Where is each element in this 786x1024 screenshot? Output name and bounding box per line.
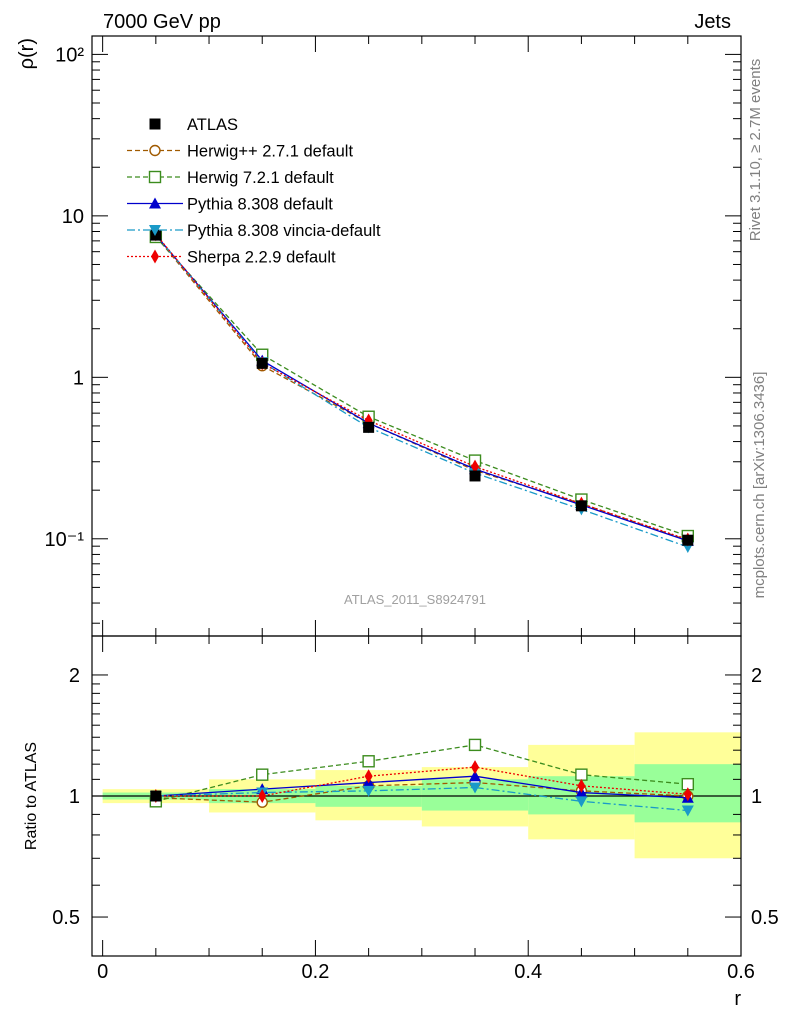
ratio-point-sherpa-2-2-9-default-5 xyxy=(683,787,692,802)
legend-entry-atlas: ATLAS xyxy=(149,116,238,134)
x-axis-label: r xyxy=(734,988,741,1010)
ratio-line-pythia-8-308-vincia-default xyxy=(155,786,688,812)
data-point-atlas-4 xyxy=(575,500,587,512)
data-point-atlas-2 xyxy=(363,421,375,433)
legend-marker-herwig-2-7-1-default xyxy=(149,144,161,157)
series-herwig-2-7-1-default xyxy=(150,230,694,546)
ratio-point-sherpa-2-2-9-default-1 xyxy=(258,789,267,803)
x-tick-label: 0 xyxy=(97,961,108,983)
legend-marker-herwig-7-2-1-default xyxy=(148,170,162,184)
series-line-sherpa-2-2-9-default xyxy=(155,233,689,541)
ratio-plot-panel: 0 0.2 0.4 0.6 0.5 0.5 1 1 2 2 Ratio to ATLAS r xyxy=(23,635,779,1010)
legend-label-atlas: ATLAS xyxy=(187,116,238,134)
legend-entry-pythia-8-308-default: Pythia 8.308 default xyxy=(127,196,333,214)
data-point-atlas-3 xyxy=(469,470,481,482)
legend-marker-pythia-8-308-default xyxy=(149,197,161,209)
ratio-series-herwig-7-2-1-default xyxy=(149,738,695,808)
legend-entry-sherpa-2-2-9-default: Sherpa 2.2.9 default xyxy=(127,249,336,267)
legend-label-sherpa-2-2-9-default: Sherpa 2.2.9 default xyxy=(187,249,336,267)
legend-marker-atlas xyxy=(149,118,161,130)
data-point-atlas-0 xyxy=(150,229,162,241)
data-point-atlas-5 xyxy=(682,534,694,546)
ratio-point-pythia-8-308-vincia-default-2 xyxy=(362,785,375,797)
ratio-y-tick-label-right: 0.5 xyxy=(751,907,779,929)
ratio-y-tick-label: 2 xyxy=(69,665,80,687)
header-process-label: Jets xyxy=(694,11,731,33)
legend-marker-sherpa-2-2-9-default xyxy=(151,249,159,264)
ratio-point-herwig-7-2-1-default-2 xyxy=(362,755,375,768)
series-sherpa-2-2-9-default xyxy=(151,227,692,547)
series-herwig-7-2-1-default xyxy=(149,230,695,543)
ratio-y-tick-label-right: 1 xyxy=(751,786,762,808)
series-line-herwig-7-2-1-default xyxy=(155,236,689,537)
mcplots-source-label: mcplots.cern.ch [arXiv:1306.3436] xyxy=(751,372,768,599)
series-atlas xyxy=(150,229,694,546)
series-line-pythia-8-308-vincia-default xyxy=(155,234,689,548)
data-point-atlas-1 xyxy=(256,357,268,369)
ratio-line-herwig-7-2-1-default xyxy=(155,744,688,802)
ratio-point-herwig-7-2-1-default-3 xyxy=(468,738,482,752)
series-line-herwig-2-7-1-default xyxy=(155,235,689,541)
x-tick-label: 0.6 xyxy=(727,961,755,983)
ratio-point-sherpa-2-2-9-default-3 xyxy=(471,760,480,775)
legend: ATLAS Herwig++ 2.7.1 default Herwig 7.2.1 … xyxy=(127,116,381,267)
ratio-point-pythia-8-308-vincia-default-3 xyxy=(469,782,482,794)
data-point-sherpa-2-2-9-default-3 xyxy=(471,459,480,474)
ratio-y-tick-label-right: 2 xyxy=(751,665,762,687)
x-tick-label: 0.2 xyxy=(302,961,330,983)
main-plot-panel: 10⁻¹ 1 10 10² ρ(r) ATLAS_2011_S8924791 ATLA… xyxy=(16,35,742,637)
legend-label-pythia-8-308-default: Pythia 8.308 default xyxy=(187,196,333,214)
series-pythia-8-308-default xyxy=(149,229,694,546)
main-y-tick-label: 10⁻¹ xyxy=(45,529,85,551)
legend-marker-pythia-8-308-vincia-default xyxy=(149,225,161,236)
main-y-tick-label: 10² xyxy=(55,44,84,66)
ratio-y-tick-label: 1 xyxy=(69,786,80,808)
ratio-point-pythia-8-308-vincia-default-4 xyxy=(575,796,588,808)
legend-entry-pythia-8-308-vincia-default: Pythia 8.308 vincia-default xyxy=(127,222,381,240)
main-y-tick-label: 10 xyxy=(62,206,84,228)
ratio-line-sherpa-2-2-9-default xyxy=(155,766,688,797)
legend-label-herwig-2-7-1-default: Herwig++ 2.7.1 default xyxy=(187,143,353,161)
main-y-axis-label: ρ(r) xyxy=(16,38,38,69)
ratio-line-pythia-8-308-default xyxy=(155,775,688,799)
ratio-point-herwig-7-2-1-default-1 xyxy=(256,768,269,781)
rivet-version-label: Rivet 3.1.10, ≥ 2.7M events xyxy=(747,59,764,242)
analysis-id-label: ATLAS_2011_S8924791 xyxy=(344,592,486,607)
legend-label-pythia-8-308-vincia-default: Pythia 8.308 vincia-default xyxy=(187,222,381,240)
ratio-point-sherpa-2-2-9-default-2 xyxy=(364,769,373,784)
legend-label-herwig-7-2-1-default: Herwig 7.2.1 default xyxy=(187,169,334,187)
ratio-point-atlas-0 xyxy=(150,790,162,802)
ratio-y-axis-label: Ratio to ATLAS xyxy=(23,742,40,850)
x-tick-label: 0.4 xyxy=(514,961,542,983)
legend-entry-herwig-2-7-1-default: Herwig++ 2.7.1 default xyxy=(127,143,353,161)
ratio-point-pythia-8-308-default-3 xyxy=(469,770,482,782)
series-pythia-8-308-vincia-default xyxy=(149,230,694,553)
main-y-tick-label: 1 xyxy=(73,367,84,389)
ratio-point-sherpa-2-2-9-default-4 xyxy=(577,778,586,793)
ratio-point-herwig-7-2-1-default-4 xyxy=(575,768,588,781)
ratio-point-pythia-8-308-vincia-default-5 xyxy=(681,805,694,817)
ratio-line-herwig-2-7-1-default xyxy=(155,781,688,803)
series-line-pythia-8-308-default xyxy=(155,234,689,542)
legend-entry-herwig-7-2-1-default: Herwig 7.2.1 default xyxy=(127,169,334,187)
ratio-y-tick-label: 0.5 xyxy=(52,907,80,929)
header-energy-label: 7000 GeV pp xyxy=(103,11,221,33)
